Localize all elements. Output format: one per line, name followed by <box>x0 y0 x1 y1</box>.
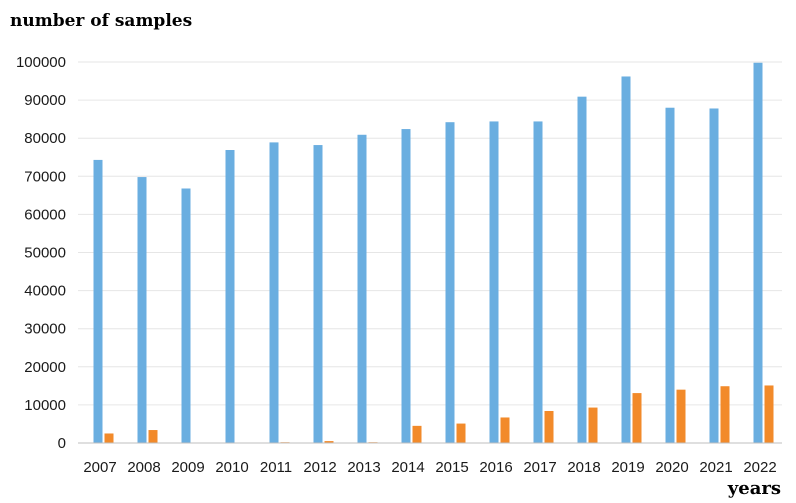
bar-series2-2007 <box>104 433 114 443</box>
y-tick-label: 40000 <box>24 283 66 300</box>
y-tick-label: 70000 <box>24 168 66 185</box>
bar-series1-2010 <box>225 150 235 444</box>
bar-series2-2015 <box>456 423 466 443</box>
bar-series1-2015 <box>445 122 455 443</box>
x-tick-label: 2011 <box>260 459 292 476</box>
x-axis-label: years <box>727 478 781 499</box>
x-tick-label: 2020 <box>655 459 688 476</box>
bar-series2-2016 <box>500 417 510 443</box>
bar-series1-2014 <box>401 129 411 443</box>
x-tick-label: 2008 <box>127 459 160 476</box>
x-tick-label: 2013 <box>347 459 380 476</box>
bar-series1-2011 <box>269 142 279 444</box>
bar-series1-2021 <box>709 108 719 444</box>
bar-series2-2018 <box>588 407 598 443</box>
y-tick-label: 20000 <box>24 359 66 376</box>
y-axis-ticks: 0 10000 20000 30000 40000 50000 60000 70000 8000… <box>16 54 66 452</box>
bars <box>93 62 774 444</box>
bar-series1-2013 <box>357 134 367 443</box>
bar-series1-2012 <box>313 145 323 444</box>
y-tick-label: 10000 <box>24 397 66 414</box>
x-tick-label: 2018 <box>567 459 600 476</box>
bar-series1-2022 <box>753 62 763 444</box>
bar-series2-2012 <box>324 441 334 443</box>
x-tick-label: 2009 <box>171 459 204 476</box>
x-tick-label: 2022 <box>743 459 776 476</box>
bar-series2-2017 <box>544 410 554 443</box>
x-tick-label: 2014 <box>391 459 424 476</box>
gridlines <box>78 61 782 406</box>
x-tick-label: 2016 <box>479 459 512 476</box>
bar-series1-2009 <box>181 188 191 443</box>
y-tick-label: 80000 <box>24 130 66 147</box>
x-tick-label: 2019 <box>611 459 644 476</box>
bar-series2-2022 <box>764 385 774 443</box>
y-tick-label: 50000 <box>24 245 66 262</box>
y-tick-label: 100000 <box>16 54 66 71</box>
bar-series1-2018 <box>577 96 587 444</box>
y-tick-label: 90000 <box>24 92 66 109</box>
bar-series1-2007 <box>93 159 103 444</box>
x-tick-label: 2012 <box>303 459 336 476</box>
bar-series1-2020 <box>665 107 675 443</box>
bar-series1-2016 <box>489 121 499 443</box>
bar-series2-2014 <box>412 425 422 443</box>
bar-series1-2008 <box>137 177 147 443</box>
bar-series2-2021 <box>720 386 730 443</box>
x-tick-label: 2021 <box>699 459 732 476</box>
bar-series2-2020 <box>676 389 686 443</box>
bar-series2-2008 <box>148 430 158 443</box>
y-tick-label: 30000 <box>24 321 66 338</box>
bar-series2-2019 <box>632 393 642 443</box>
bar-series1-2019 <box>621 76 631 443</box>
x-tick-label: 2017 <box>523 459 556 476</box>
x-axis-ticks: 2007 2008 2009 2010 2011 2012 2013 2014 2015 2016… <box>83 459 776 476</box>
y-axis-label: number of samples <box>10 11 192 31</box>
x-tick-label: 2007 <box>83 459 116 476</box>
y-tick-label: 60000 <box>24 206 66 223</box>
x-tick-label: 2015 <box>435 459 468 476</box>
bar-series1-2017 <box>533 121 543 443</box>
x-tick-label: 2010 <box>215 459 248 476</box>
y-tick-label: 0 <box>58 435 66 452</box>
